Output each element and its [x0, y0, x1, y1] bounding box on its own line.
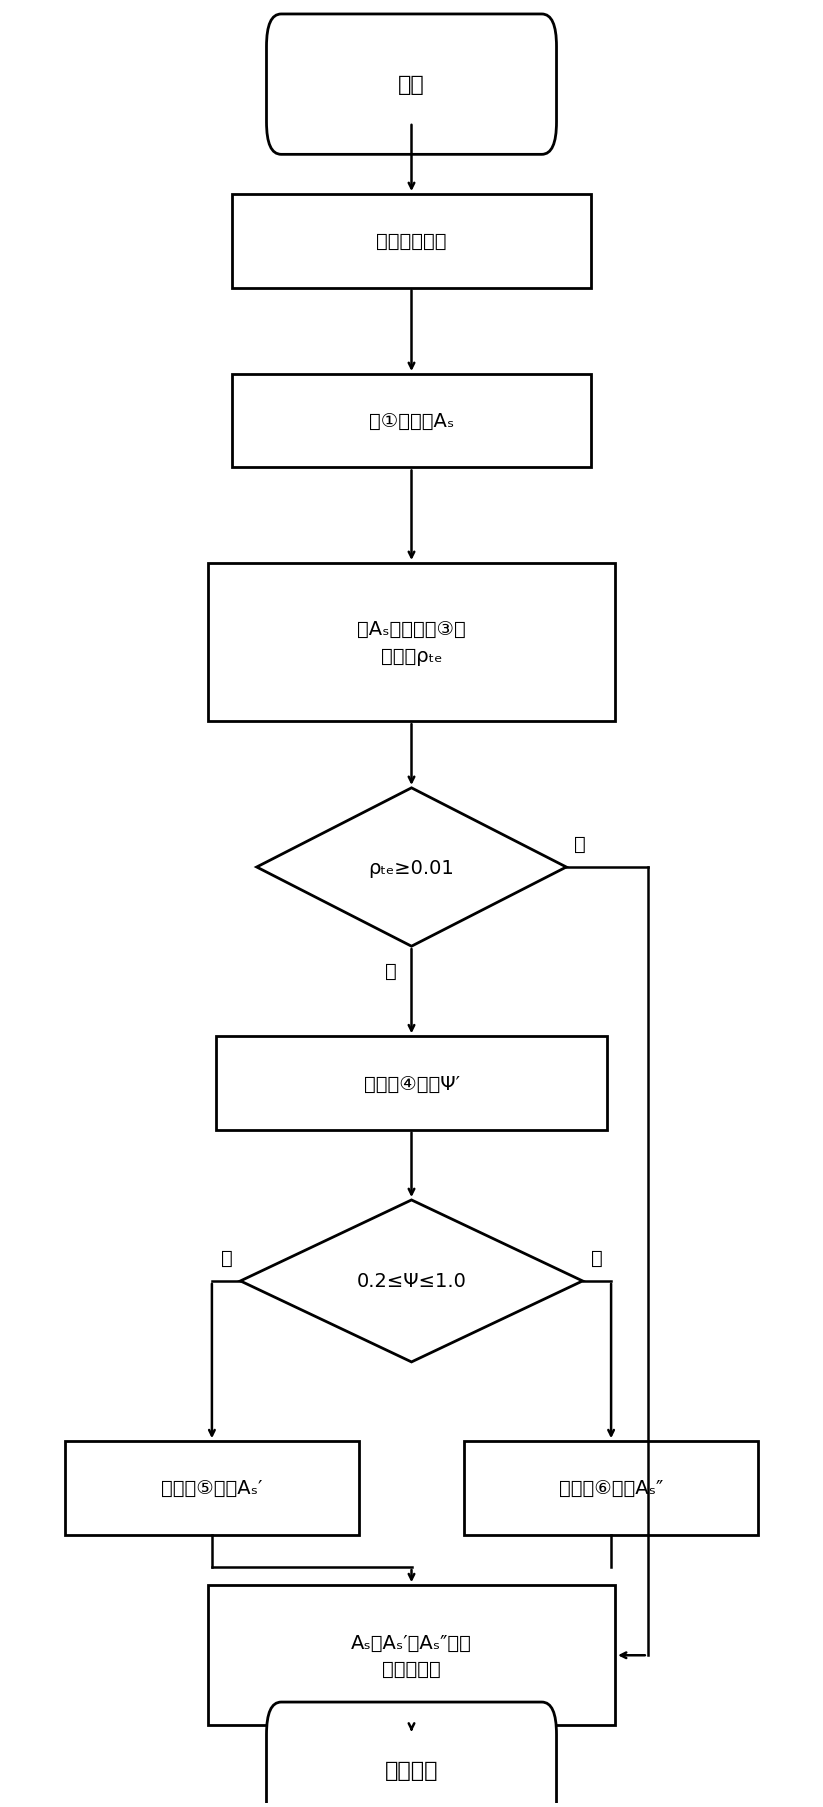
Text: 0.2≤Ψ≤1.0: 0.2≤Ψ≤1.0 — [356, 1272, 467, 1290]
Bar — [216, 1037, 607, 1129]
Bar — [464, 1442, 758, 1534]
Text: 按①式计算Aₛ: 按①式计算Aₛ — [369, 412, 454, 430]
Text: 否: 否 — [385, 961, 397, 979]
Text: 是: 是 — [221, 1249, 232, 1267]
Text: 计算完成: 计算完成 — [384, 1760, 439, 1780]
Text: 是: 是 — [574, 835, 586, 853]
FancyBboxPatch shape — [267, 14, 556, 155]
Bar — [208, 1585, 615, 1726]
Text: 开始: 开始 — [398, 76, 425, 96]
Bar — [65, 1442, 359, 1534]
Text: 确定计算参数: 确定计算参数 — [376, 231, 447, 251]
Bar — [232, 195, 591, 289]
Text: 否: 否 — [591, 1249, 602, 1267]
Polygon shape — [257, 788, 566, 947]
Text: 按步骤④计算Ψ′: 按步骤④计算Ψ′ — [364, 1073, 459, 1093]
Text: Aₛ或Aₛ′或Aₛ″即为
所求配筋量: Aₛ或Aₛ′或Aₛ″即为 所求配筋量 — [351, 1632, 472, 1679]
Text: 按步骤⑥计算Aₛ″: 按步骤⑥计算Aₛ″ — [559, 1478, 663, 1498]
Polygon shape — [240, 1200, 583, 1362]
Bar — [208, 564, 615, 721]
Bar — [232, 374, 591, 468]
Text: ρₜₑ≥0.01: ρₜₑ≥0.01 — [369, 858, 454, 876]
Text: 按步骤⑤计算Aₛ′: 按步骤⑤计算Aₛ′ — [161, 1478, 263, 1498]
Text: 将Aₛ代入步骤③计
算得到ρₜₑ: 将Aₛ代入步骤③计 算得到ρₜₑ — [357, 620, 466, 665]
FancyBboxPatch shape — [267, 1702, 556, 1807]
